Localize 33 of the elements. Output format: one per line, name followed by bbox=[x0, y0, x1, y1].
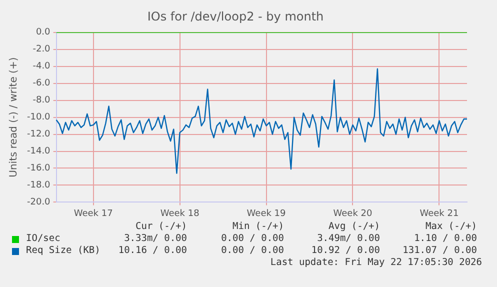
y-tick-label: -4.0 bbox=[32, 62, 51, 72]
x-tick-label: Week 20 bbox=[333, 208, 372, 219]
y-tick-label: -10.0 bbox=[26, 112, 51, 123]
y-tick-label: 0.0 bbox=[36, 28, 51, 38]
text: 3.49m/ 0.00 bbox=[317, 233, 380, 245]
y-tick-label: -12.0 bbox=[26, 130, 51, 140]
text: Cur (-/+) bbox=[136, 221, 187, 233]
y-tick-label: -14.0 bbox=[26, 146, 51, 157]
x-tick-label: Week 17 bbox=[74, 208, 113, 219]
text: Last update: Fri May 22 17:05:30 2026 bbox=[270, 257, 482, 269]
text: 0.00 / 0.00 bbox=[221, 233, 284, 245]
y-tick-label: -2.0 bbox=[32, 44, 51, 55]
text: Min (-/+) bbox=[232, 221, 284, 233]
y-tick-label: -8.0 bbox=[32, 96, 51, 106]
y-axis-title: Units read (-) / write (+) bbox=[8, 57, 20, 178]
y-tick-label: -16.0 bbox=[26, 164, 51, 174]
text: 0.00 / 0.00 bbox=[221, 245, 284, 257]
legend-label: IO/sec bbox=[26, 233, 60, 245]
x-tick-label: Week 18 bbox=[160, 208, 200, 219]
y-tick-label: -18.0 bbox=[26, 180, 51, 191]
chart-title: IOs for /dev/loop2 - by month bbox=[147, 9, 324, 24]
text: 10.92 / 0.00 bbox=[311, 245, 380, 257]
text: 1.10 / 0.00 bbox=[414, 233, 477, 245]
x-tick-label: Week 21 bbox=[420, 208, 459, 219]
y-tick-label: -6.0 bbox=[32, 78, 51, 89]
text: Avg (-/+) bbox=[328, 221, 380, 233]
x-tick-label: Week 19 bbox=[246, 208, 286, 219]
text: 131.07 / 0.00 bbox=[402, 245, 477, 257]
y-tick-label: -20.0 bbox=[26, 198, 51, 208]
text: 10.16 / 0.00 bbox=[118, 245, 187, 257]
text: 3.33m/ 0.00 bbox=[124, 233, 187, 245]
legend-label: Req Size (KB) bbox=[26, 245, 100, 257]
text: Max (-/+) bbox=[426, 221, 477, 233]
